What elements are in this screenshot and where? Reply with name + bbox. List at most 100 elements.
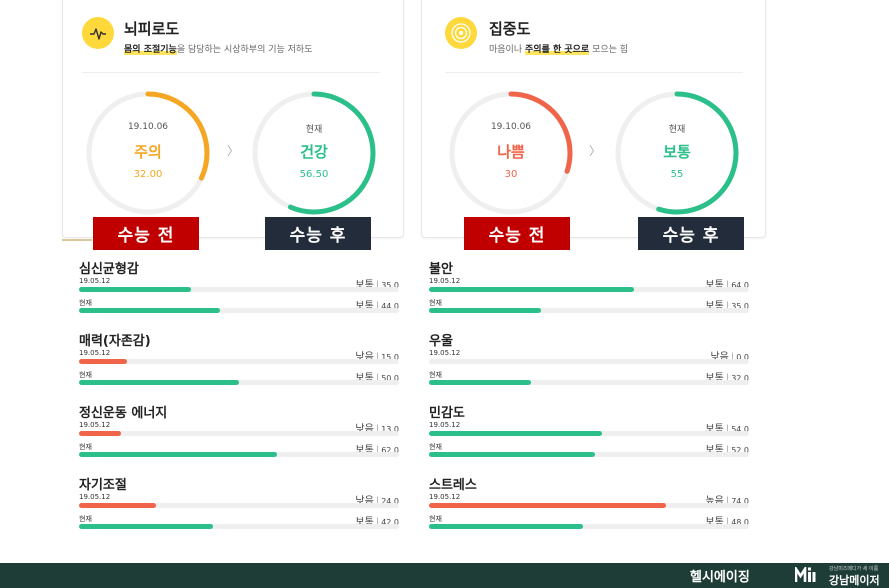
progress-fill bbox=[429, 524, 583, 529]
footer: 헬시에이징 강남미즈메디가 세 이룸 강남메이저 bbox=[0, 563, 889, 588]
row-level: 낮음 bbox=[355, 352, 374, 363]
metric-row: 현재 보통 | 50.0 bbox=[79, 370, 399, 388]
row-level: 보통 bbox=[355, 301, 374, 312]
progress-track bbox=[429, 452, 749, 457]
row-value: 보통 | 64.0 bbox=[705, 280, 749, 291]
progress-fill bbox=[79, 359, 127, 364]
progress-track bbox=[429, 359, 749, 364]
gauge-before: 19.10.06 주의 32.00 bbox=[85, 90, 211, 216]
metric-row: 19.05.12 낮음 | 13.0 bbox=[79, 421, 399, 439]
progress-fill bbox=[429, 452, 596, 457]
row-value: 보통 | 52.0 bbox=[705, 445, 749, 456]
progress-track bbox=[79, 452, 399, 457]
progress-fill bbox=[79, 503, 156, 508]
progress-fill bbox=[429, 431, 602, 436]
row-value: 낮음 | 15.0 bbox=[355, 352, 399, 363]
progress-track bbox=[79, 359, 399, 364]
row-number: 74.0 bbox=[731, 497, 749, 506]
row-number: 35.0 bbox=[381, 281, 399, 290]
gauge-value: 32.00 bbox=[133, 169, 163, 180]
gauge-status: 보통 bbox=[663, 143, 691, 161]
progress-fill bbox=[79, 524, 214, 529]
footer-name: 강남메이저 bbox=[829, 574, 880, 587]
row-level: 보통 bbox=[705, 445, 724, 456]
row-label: 19.05.12 bbox=[79, 277, 111, 285]
row-level: 보통 bbox=[355, 517, 374, 528]
row-number: 64.0 bbox=[731, 281, 749, 290]
gauge-value: 30 bbox=[504, 169, 518, 180]
card-description: 몸의 조절기능을 담당하는 시상하부의 기능 저하도 bbox=[124, 45, 313, 55]
row-value: 보통 | 44.0 bbox=[355, 301, 399, 312]
row-value: 낮음 | 13.0 bbox=[355, 424, 399, 435]
row-number: 42.0 bbox=[381, 518, 399, 527]
gauge-date: 현재 bbox=[305, 125, 323, 135]
metric-row: 19.05.12 낮음 | 0.0 bbox=[429, 349, 749, 367]
accent-line bbox=[62, 239, 92, 241]
metric-title: 정신운동 에너지 bbox=[79, 406, 168, 421]
row-number: 48.0 bbox=[731, 518, 749, 527]
row-number: 50.0 bbox=[381, 374, 399, 383]
row-label: 현재 bbox=[429, 443, 442, 451]
row-level: 보통 bbox=[355, 445, 374, 456]
gauge-after: 현재 건강 56.50 bbox=[251, 90, 377, 216]
metric-title: 매력(자존감) bbox=[79, 334, 151, 349]
row-level: 보통 bbox=[705, 517, 724, 528]
row-value: 보통 | 48.0 bbox=[705, 517, 749, 528]
progress-fill bbox=[429, 503, 666, 508]
row-level: 보통 bbox=[705, 424, 724, 435]
metric-row: 19.05.12 보통 | 64.0 bbox=[429, 277, 749, 295]
progress-fill bbox=[79, 287, 191, 292]
progress-track bbox=[429, 380, 749, 385]
row-level: 보통 bbox=[705, 280, 724, 291]
concentration-card: 집중도 마음이나 주의를 한 곳으로 모으는 힘 19.10.06 나쁨 30 … bbox=[421, 0, 766, 238]
metric-item: 정신운동 에너지 19.05.12 낮음 | 13.0 현재 보통 | 62.0 bbox=[79, 402, 399, 474]
row-number: 54.0 bbox=[731, 425, 749, 434]
progress-fill bbox=[429, 308, 541, 313]
row-value: 높음 | 74.0 bbox=[705, 496, 749, 507]
card-title: 집중도 bbox=[489, 20, 531, 38]
row-level: 보통 bbox=[355, 373, 374, 384]
gauge-value: 55 bbox=[670, 169, 684, 180]
row-label: 19.05.12 bbox=[429, 421, 461, 429]
row-level: 보통 bbox=[355, 280, 374, 291]
metric-title: 민감도 bbox=[429, 406, 465, 421]
metric-row: 19.05.12 보통 | 35.0 bbox=[79, 277, 399, 295]
divider bbox=[82, 72, 380, 73]
metric-row: 19.05.12 보통 | 54.0 bbox=[429, 421, 749, 439]
tag-before-exam: 수능 전 bbox=[464, 217, 570, 250]
row-label: 19.05.12 bbox=[429, 493, 461, 501]
pulse-icon bbox=[82, 17, 114, 49]
metric-item: 불안 19.05.12 보통 | 64.0 현재 보통 | 35.0 bbox=[429, 258, 749, 330]
progress-fill bbox=[79, 308, 220, 313]
gauge-status: 나쁨 bbox=[497, 143, 525, 161]
gauge-status: 주의 bbox=[134, 143, 162, 161]
row-level: 보통 bbox=[705, 373, 724, 384]
progress-fill bbox=[429, 287, 634, 292]
metric-item: 스트레스 19.05.12 높음 | 74.0 현재 보통 | 48.0 bbox=[429, 474, 749, 546]
metric-row: 현재 보통 | 48.0 bbox=[429, 514, 749, 532]
progress-track bbox=[79, 308, 399, 313]
row-number: 52.0 bbox=[731, 446, 749, 455]
row-value: 보통 | 32.0 bbox=[705, 373, 749, 384]
metric-title: 우울 bbox=[429, 334, 453, 349]
gauge-date: 19.10.06 bbox=[127, 122, 169, 132]
metric-title: 불안 bbox=[429, 262, 453, 277]
row-label: 19.05.12 bbox=[79, 493, 111, 501]
row-number: 24.0 bbox=[381, 497, 399, 506]
row-number: 15.0 bbox=[381, 353, 399, 362]
row-value: 낮음 | 24.0 bbox=[355, 496, 399, 507]
metric-row: 현재 보통 | 35.0 bbox=[429, 298, 749, 316]
row-level: 낮음 bbox=[355, 424, 374, 435]
row-value: 보통 | 50.0 bbox=[355, 373, 399, 384]
card-title: 뇌피로도 bbox=[124, 20, 180, 38]
row-level: 낮음 bbox=[710, 352, 729, 363]
tag-after-exam: 수능 후 bbox=[265, 217, 371, 250]
row-value: 보통 | 42.0 bbox=[355, 517, 399, 528]
metric-row: 현재 보통 | 32.0 bbox=[429, 370, 749, 388]
row-level: 낮음 bbox=[355, 496, 374, 507]
metric-row: 19.05.12 높음 | 74.0 bbox=[429, 493, 749, 511]
row-number: 13.0 bbox=[381, 425, 399, 434]
progress-track bbox=[429, 503, 749, 508]
row-value: 낮음 | 0.0 bbox=[710, 352, 749, 363]
row-label: 현재 bbox=[429, 515, 442, 523]
